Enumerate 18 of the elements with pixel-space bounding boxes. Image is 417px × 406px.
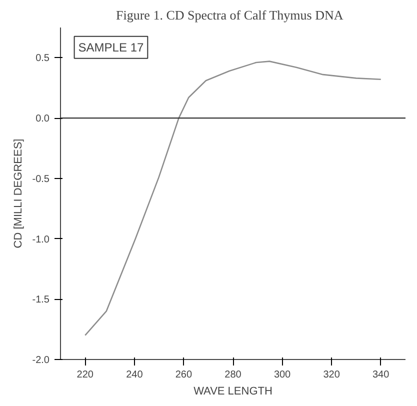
chart-title: Figure 1. CD Spectra of Calf Thymus DNA [116, 8, 344, 22]
y-tick-label: 0.5 [36, 53, 50, 64]
x-axis-title: WAVE LENGTH [194, 386, 272, 398]
x-tick-label: 340 [372, 370, 390, 380]
y-tick-label: -1.5 [32, 294, 50, 306]
y-tick-label: -0.5 [32, 174, 50, 185]
y-tick-label: -2.0 [32, 355, 50, 366]
y-tick-label: 0.0 [36, 114, 50, 125]
x-tick-label: 320 [323, 370, 340, 380]
x-tick-label: 220 [76, 370, 94, 380]
y-axis-title: CD [MILLI DEGREES] [12, 138, 24, 248]
x-tick-label: 240 [126, 370, 144, 380]
line-series [84, 60, 382, 336]
annotation: SAMPLE 17 [78, 40, 144, 54]
x-tick-label: 300 [274, 370, 292, 380]
x-tick-label: 260 [175, 370, 192, 380]
x-tick-label: 280 [224, 370, 242, 380]
y-tick-label: -1.0 [32, 234, 50, 246]
